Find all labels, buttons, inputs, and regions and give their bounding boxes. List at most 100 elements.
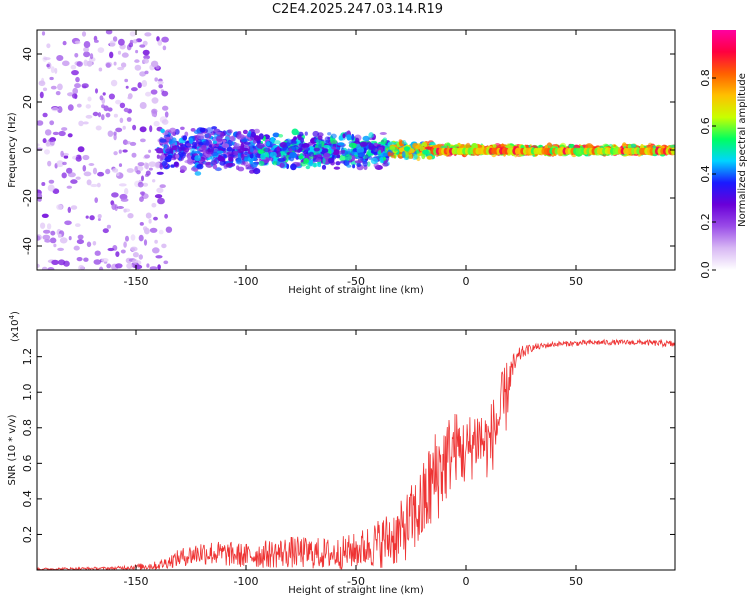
spectrogram-cell <box>89 215 95 221</box>
spectrogram-cell <box>41 213 49 218</box>
spectrogram-cell <box>198 142 204 146</box>
spectrogram-cell <box>335 161 341 166</box>
spectrogram-cell <box>94 250 101 256</box>
spectrogram-cell <box>112 168 119 173</box>
spectrogram-cell <box>151 113 157 117</box>
spectrogram-cell <box>379 132 387 135</box>
spectrogram-cell <box>94 39 99 43</box>
spectrogram-cell <box>74 53 79 58</box>
spectrogram-cell <box>47 160 52 167</box>
spectrogram-cell <box>144 32 152 37</box>
spectrogram-cell <box>131 87 138 92</box>
spectrogram-cell <box>47 267 55 270</box>
spectrogram-cell <box>143 58 150 64</box>
spectrogram-cell <box>148 161 157 167</box>
spectrogram-cell <box>204 133 210 138</box>
spectrogram-cell <box>127 213 134 219</box>
spectrogram-cell <box>95 88 98 94</box>
snr-ytick-label: 0.4 <box>21 490 34 508</box>
spectrogram-cell <box>144 173 149 177</box>
spectrogram-cell <box>119 102 126 109</box>
spectrogram-cell <box>223 154 227 159</box>
spectrogram-cell <box>115 99 121 105</box>
spectrogram-cell <box>236 165 240 170</box>
spectrogram-cell <box>97 47 105 53</box>
spectrogram-cell <box>102 228 109 234</box>
spectrogram-cell <box>113 113 118 118</box>
spectrogram-cell <box>75 176 81 180</box>
spectrogram-cell <box>139 102 147 109</box>
spectrogram-cell <box>235 158 243 165</box>
spectrogram-cell <box>82 121 89 125</box>
spectrogram-cell <box>333 166 341 170</box>
spectrogram-cell <box>415 150 420 154</box>
spectrogram-cell <box>62 60 70 67</box>
spectrogram-cell <box>41 31 46 36</box>
spectrogram-cell <box>83 171 92 177</box>
spectrogram-cell <box>212 140 218 144</box>
spectrogram-cell <box>256 152 261 158</box>
spectrogram-cell <box>134 264 143 270</box>
spectrogram-cell <box>101 114 105 121</box>
spectrogram-cell <box>37 120 44 126</box>
spectrogram-cell <box>175 153 180 159</box>
colorbar-tick-label: 0.4 <box>699 165 712 183</box>
spectrogram-cell <box>146 263 150 268</box>
spectrogram-cell <box>199 152 203 157</box>
spectrogram-cell <box>122 125 126 130</box>
spectrogram-cell <box>277 157 286 162</box>
spectrogram-cell <box>344 154 352 161</box>
spectrogram-cell <box>154 239 158 244</box>
spectrogram-xtick-label: -50 <box>347 275 365 288</box>
spectrogram-cell <box>129 31 137 37</box>
spectrogram-cell <box>139 44 146 48</box>
spectrogram-cell <box>269 151 277 158</box>
spectrogram-cell <box>156 171 164 175</box>
spectrogram-cell <box>280 141 287 148</box>
spectrogram-cell <box>158 84 163 89</box>
spectrogram-cell <box>39 91 44 99</box>
spectrogram-cell <box>210 155 215 161</box>
spectrogram-cell <box>332 154 337 160</box>
spectrogram-cell <box>330 133 337 139</box>
spectrogram-cell <box>98 67 103 72</box>
spectrogram-cell <box>270 147 275 151</box>
spectrogram-cell <box>51 107 59 112</box>
spectrogram-cell <box>411 153 418 160</box>
snr-scale-note: (x104) <box>8 311 21 342</box>
snr-ytick-label: 1.0 <box>21 383 34 401</box>
spectrogram-cell <box>185 143 192 147</box>
spectrogram-cell <box>73 245 80 251</box>
spectrogram-cell <box>139 222 144 226</box>
spectrogram-cell <box>42 112 48 118</box>
spectrogram-cell <box>244 151 249 155</box>
spectrogram-cell <box>127 93 133 99</box>
snr-ytick-label: 0.2 <box>21 526 34 544</box>
spectrogram-cell <box>280 162 285 168</box>
colorbar-tick-label: 0.6 <box>699 117 712 135</box>
spectrogram-cell <box>48 179 55 184</box>
spectrogram-cell <box>356 162 362 167</box>
spectrogram-cell <box>311 162 319 167</box>
spectrogram-cell <box>135 49 139 54</box>
spectrogram-cell <box>260 152 266 160</box>
spectrogram-cell <box>150 89 158 95</box>
spectrogram-cell <box>159 155 163 162</box>
spectrogram-cell <box>164 111 169 118</box>
spectrogram-xtick-label: 0 <box>463 275 470 288</box>
spectrogram-cell <box>63 155 69 159</box>
spectrogram-cell <box>118 38 125 46</box>
spectrogram-cell <box>194 150 201 154</box>
spectrogram-cell <box>306 147 311 151</box>
spectrogram-cell <box>60 150 64 158</box>
snr-panel: -150 -100 -50 0 50 0.2 0.4 0.6 0.8 1.0 1.2 Height … <box>7 311 676 596</box>
spectrogram-cell <box>97 214 102 219</box>
spectrogram-cell <box>148 149 152 153</box>
spectrogram-cell <box>50 85 57 90</box>
spectrogram-cell <box>357 152 366 158</box>
spectrogram-cell <box>232 150 239 156</box>
spectrogram-cell <box>322 157 326 164</box>
spectrogram-cell <box>378 149 382 155</box>
spectrogram-cell <box>370 157 379 164</box>
spectrogram-cell <box>37 143 40 147</box>
